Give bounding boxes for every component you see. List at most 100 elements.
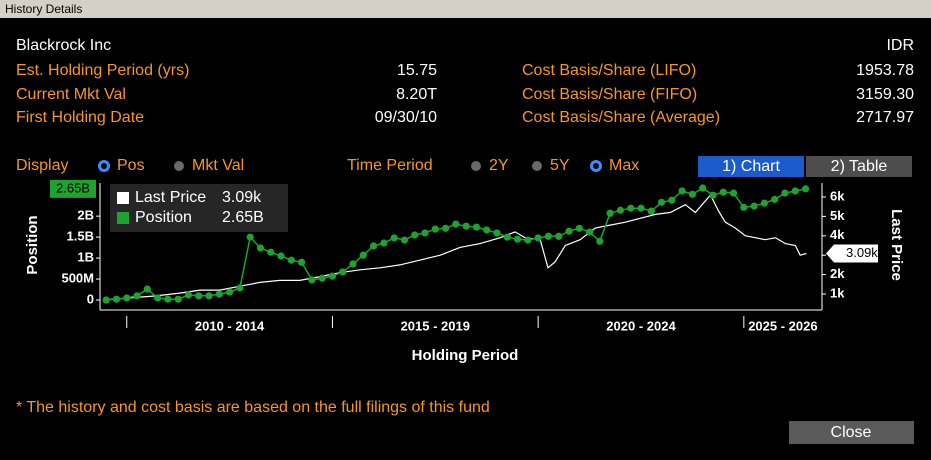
radio[interactable] xyxy=(532,161,542,171)
window-title: History Details xyxy=(5,2,82,16)
series-marker xyxy=(657,198,666,206)
radio[interactable] xyxy=(174,161,184,171)
field-value: 09/30/10 xyxy=(375,109,437,126)
legend-label: Last Price xyxy=(135,189,206,206)
footnote: * The history and cost basis are based o… xyxy=(16,399,490,416)
series-marker xyxy=(431,225,439,233)
series-marker xyxy=(503,233,511,241)
series-marker xyxy=(534,234,542,242)
tick-label: 5k xyxy=(830,208,845,223)
series-marker xyxy=(678,187,686,195)
legend-swatch xyxy=(117,192,129,204)
series-marker xyxy=(555,232,563,240)
tick-label: 2B xyxy=(77,208,94,223)
radio-selected[interactable] xyxy=(98,160,110,172)
field-value: 1953.78 xyxy=(856,62,914,79)
last-value-tag xyxy=(826,244,878,263)
series-marker xyxy=(339,268,347,276)
series-marker xyxy=(493,229,501,237)
series-marker xyxy=(544,232,553,240)
tick-label: 1k xyxy=(830,285,845,300)
series-marker xyxy=(225,288,234,296)
field-value: 2717.97 xyxy=(856,109,914,126)
series-marker xyxy=(483,226,491,234)
tick-label: 2k xyxy=(830,266,845,281)
series-marker xyxy=(287,256,295,264)
series-marker xyxy=(380,239,388,247)
series-marker xyxy=(411,231,419,239)
time-label: Time Period xyxy=(347,157,433,174)
series-marker xyxy=(565,227,573,235)
tick-label: 4k xyxy=(830,227,845,242)
radio-label[interactable]: Mkt Val xyxy=(192,157,244,174)
series-marker xyxy=(421,229,429,237)
tick-label: 1B xyxy=(77,250,94,265)
series-marker xyxy=(369,242,378,250)
x-group-label: 2020 - 2024 xyxy=(606,318,676,333)
series-marker xyxy=(102,296,110,304)
last-value-label: 2.65B xyxy=(56,180,90,195)
series-marker xyxy=(719,188,727,196)
series-marker xyxy=(215,290,223,298)
field-label: First Holding Date xyxy=(16,109,144,126)
radio-label[interactable]: 5Y xyxy=(550,157,570,174)
last-value-label: 3.09k xyxy=(846,245,878,260)
series-marker xyxy=(236,284,244,292)
x-group-label: 2025 - 2026 xyxy=(748,318,817,333)
legend-box xyxy=(110,184,288,232)
display-label: Display xyxy=(16,157,68,174)
series-marker xyxy=(400,236,409,244)
company-name: Blackrock Inc xyxy=(16,37,111,54)
series-marker xyxy=(174,295,182,303)
series-marker xyxy=(627,204,635,212)
close-label[interactable]: Close xyxy=(831,424,872,441)
legend-label: Position xyxy=(135,209,192,226)
tab[interactable] xyxy=(698,156,804,177)
radio[interactable] xyxy=(471,161,481,171)
currency: IDR xyxy=(886,37,914,54)
series-marker xyxy=(441,224,450,232)
series-marker xyxy=(513,235,522,243)
series-marker xyxy=(318,274,326,282)
tick-label: 1.5B xyxy=(67,229,94,244)
field-value: 8.20T xyxy=(396,86,437,103)
series-marker xyxy=(750,202,758,210)
tab[interactable] xyxy=(806,156,912,177)
series-marker xyxy=(328,272,337,280)
series-marker xyxy=(760,199,769,207)
series-marker xyxy=(112,295,121,303)
radio-label[interactable]: Pos xyxy=(117,157,145,174)
series-marker xyxy=(349,260,357,268)
legend-swatch xyxy=(117,212,129,224)
tab-label[interactable]: 2) Table xyxy=(831,158,888,175)
legend-value: 2.65B xyxy=(222,209,264,226)
series-marker xyxy=(699,184,707,192)
series-marker xyxy=(585,228,594,236)
series-marker xyxy=(801,185,810,193)
close-button[interactable] xyxy=(789,421,914,444)
x-axis-title: Holding Period xyxy=(412,347,519,364)
series-marker xyxy=(256,244,265,252)
radio-label[interactable]: 2Y xyxy=(489,157,509,174)
series-marker xyxy=(606,209,614,217)
field-value: 3159.30 xyxy=(856,86,914,103)
field-label: Current Mkt Val xyxy=(16,86,126,103)
series-marker xyxy=(143,285,151,293)
series-marker xyxy=(277,252,285,260)
series-marker xyxy=(390,234,398,242)
series-marker xyxy=(164,295,172,303)
series-marker xyxy=(781,189,789,197)
series-marker xyxy=(647,207,655,215)
series-marker xyxy=(153,294,162,302)
tab-label[interactable]: 1) Chart xyxy=(722,158,780,175)
series-marker xyxy=(616,206,625,214)
series-marker xyxy=(740,203,748,211)
field-label: Cost Basis/Share (Average) xyxy=(522,109,720,126)
series-marker xyxy=(771,195,779,203)
y2-axis-title: Last Price xyxy=(888,209,905,281)
radio-label[interactable]: Max xyxy=(609,157,639,174)
radio-selected[interactable] xyxy=(590,160,602,172)
series-marker xyxy=(575,224,583,232)
